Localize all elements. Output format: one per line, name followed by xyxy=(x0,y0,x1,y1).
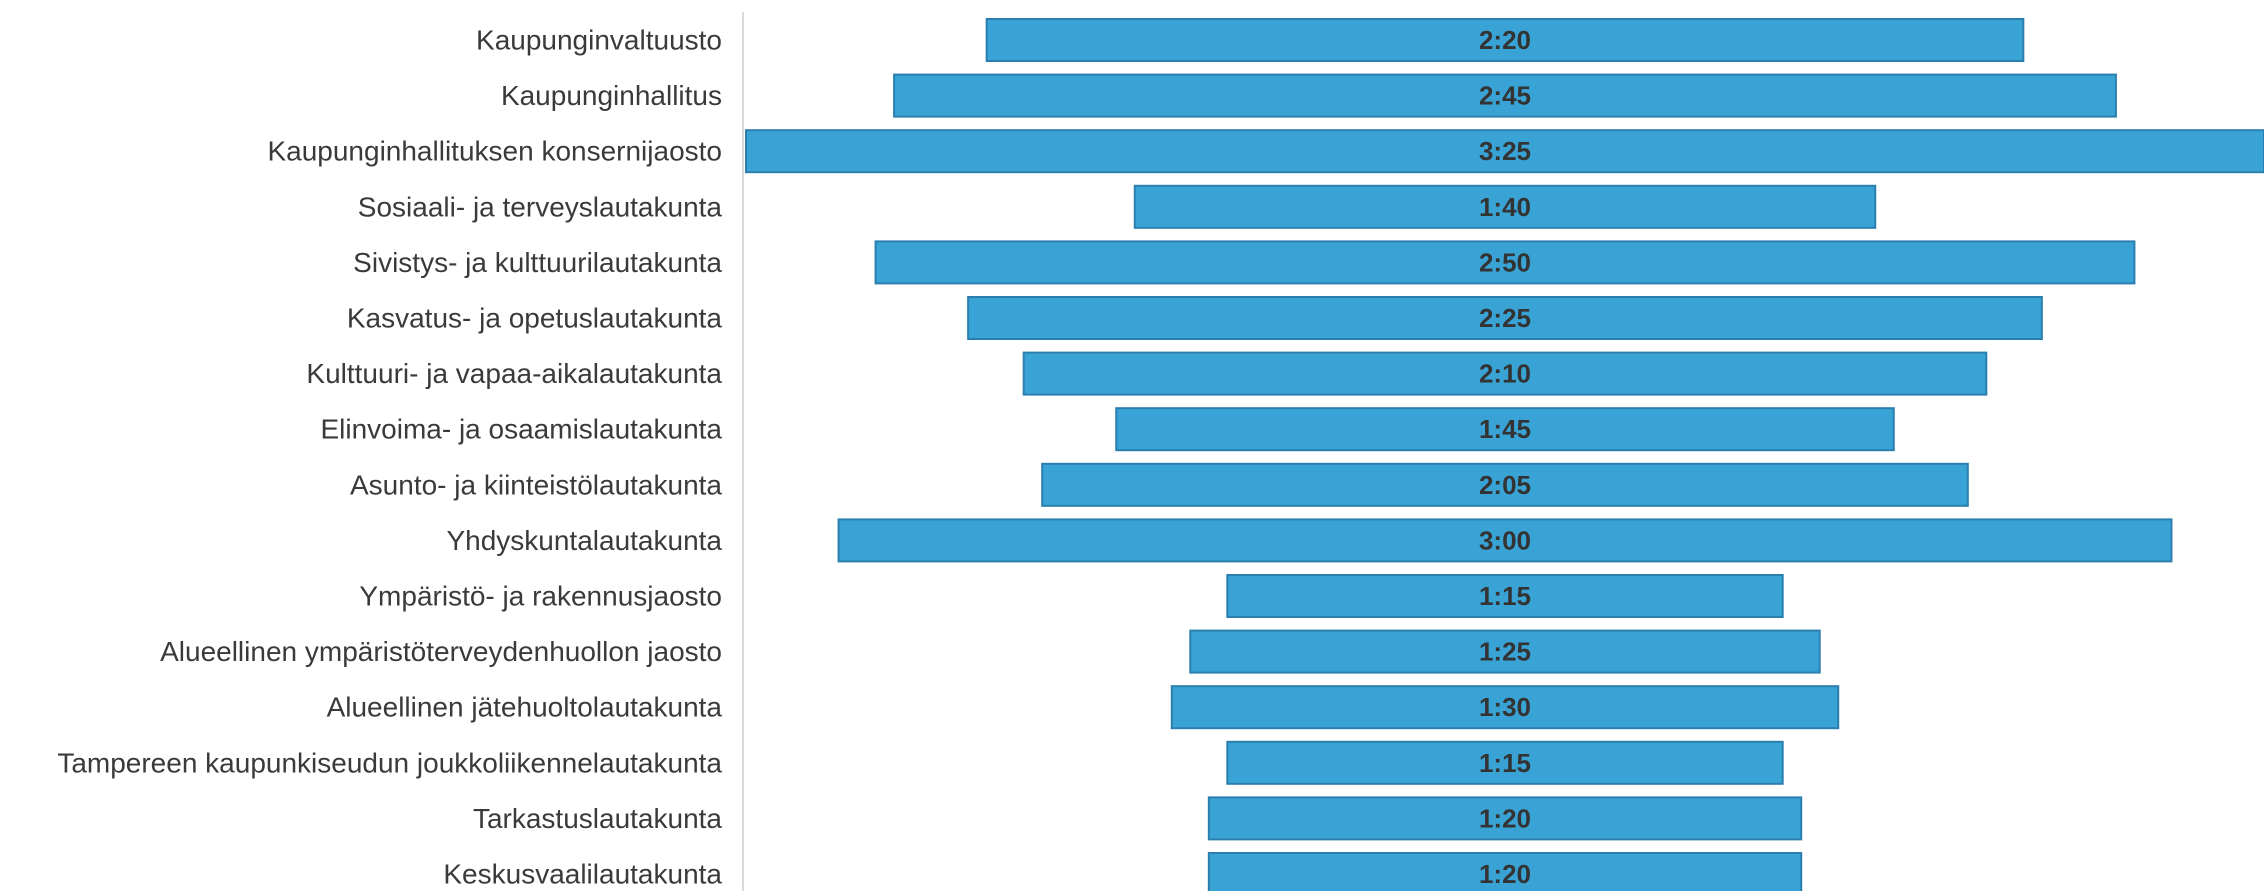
bar-value-label: 2:05 xyxy=(1479,470,1531,500)
bar-12 xyxy=(1170,685,1840,730)
bar-value-label: 2:10 xyxy=(1479,359,1531,389)
category-label: Tampereen kaupunkiseudun joukkoliikennel… xyxy=(57,747,722,778)
bar-4 xyxy=(874,240,2136,285)
category-label: Sivistys- ja kulttuurilautakunta xyxy=(353,247,722,278)
bar-value-label: 1:20 xyxy=(1479,859,1531,889)
category-label: Kasvatus- ja opetuslautakunta xyxy=(347,303,723,334)
bar-value-label: 2:20 xyxy=(1479,25,1531,55)
category-label: Ympäristö- ja rakennusjaosto xyxy=(359,581,722,612)
bar-3 xyxy=(1133,184,1877,229)
bar-value-label: 1:25 xyxy=(1479,637,1531,667)
bar-value-label: 1:20 xyxy=(1479,803,1531,833)
category-label: Asunto- ja kiinteistölautakunta xyxy=(350,469,722,500)
bar-value-label: 2:45 xyxy=(1479,81,1531,111)
category-label: Yhdyskuntalautakunta xyxy=(446,525,722,556)
bar-value-label: 1:15 xyxy=(1479,581,1531,611)
bar-value-label: 2:50 xyxy=(1479,247,1531,277)
category-label: Kaupunginhallituksen konsernijaosto xyxy=(267,136,722,167)
category-label: Alueellinen ympäristöterveydenhuollon ja… xyxy=(160,636,722,667)
bar-0 xyxy=(985,18,2025,62)
bar-6 xyxy=(1022,351,1988,396)
labels-layer: 2:20 Kaupunginvaltuusto 2:45 Kaupunginhalli… xyxy=(57,25,1531,890)
bar-15 xyxy=(1207,852,1803,891)
bar-value-label: 1:30 xyxy=(1479,692,1531,722)
category-label: Tarkastuslautakunta xyxy=(473,803,722,834)
bar-value-label: 3:00 xyxy=(1479,525,1531,555)
bar-value-label: 2:25 xyxy=(1479,303,1531,333)
bar-13 xyxy=(1226,740,1784,785)
category-label: Alueellinen jätehuoltolautakunta xyxy=(327,692,723,723)
bar-9 xyxy=(837,518,2173,563)
category-label: Kulttuuri- ja vapaa-aikalautakunta xyxy=(306,358,722,389)
category-label: Sosiaali- ja terveyslautakunta xyxy=(358,191,723,222)
bar-11 xyxy=(1189,629,1821,674)
category-label: Keskusvaalilautakunta xyxy=(443,859,722,890)
category-label: Elinvoima- ja osaamislautakunta xyxy=(320,414,722,445)
bar-value-label: 3:25 xyxy=(1479,136,1531,166)
bar-value-label: 1:15 xyxy=(1479,748,1531,778)
bar-7 xyxy=(1115,407,1895,452)
bar-8 xyxy=(1041,462,1969,507)
bar-1 xyxy=(893,73,2117,118)
bars-layer xyxy=(745,18,2264,891)
bar-2 xyxy=(745,129,2264,174)
bar-value-label: 1:45 xyxy=(1479,414,1531,444)
bar-10 xyxy=(1226,574,1784,618)
category-label: Kaupunginvaltuusto xyxy=(476,25,722,56)
bar-5 xyxy=(967,296,2043,340)
bar-14 xyxy=(1207,796,1803,841)
bar-value-label: 1:40 xyxy=(1479,192,1531,222)
category-label: Kaupunginhallitus xyxy=(501,80,722,111)
